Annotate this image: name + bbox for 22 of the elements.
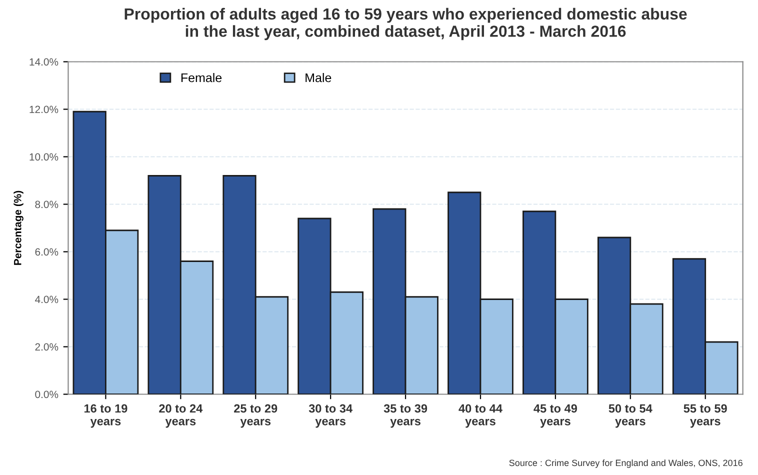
x-tick-label: 25 to 29 years (234, 404, 278, 428)
x-tick-label: 55 to 59 years (684, 404, 727, 428)
y-tick-label: 14.0% (30, 58, 58, 66)
x-tick-label: 40 to 44 years (458, 404, 502, 428)
legend-label: Female (181, 73, 222, 82)
y-tick-label: 8.0% (35, 200, 58, 208)
y-tick-label: 10.0% (30, 153, 58, 161)
y-tick-label: 4.0% (34, 296, 58, 304)
chart-title: Proportion of adults aged 16 to 59 years who experienced domestic abuse in the last year, combined dataset, April 2013 - March 2016 (124, 8, 687, 40)
y-tick-label: 12.0% (30, 106, 58, 114)
x-tick-label: 16 to 19 years (84, 404, 128, 428)
source-note: Source : Crime Survey for England and Wales, ONS, 2016 (509, 459, 742, 468)
x-tick-label: 20 to 24 years (159, 404, 203, 428)
y-tick-label: 2.0% (35, 343, 58, 351)
x-tick-label: 30 to 34 years (308, 404, 352, 428)
y-tick-label: 6.0% (35, 248, 58, 256)
y-tick-label: 0.0% (35, 390, 58, 398)
x-tick-label: 45 to 49 years (534, 404, 577, 428)
x-tick-label: 35 to 39 years (384, 404, 428, 428)
y-axis-title: Percentage (%) (14, 190, 24, 265)
x-tick-label: 50 to 54 years (608, 404, 652, 428)
legend-label: Male (306, 73, 332, 82)
